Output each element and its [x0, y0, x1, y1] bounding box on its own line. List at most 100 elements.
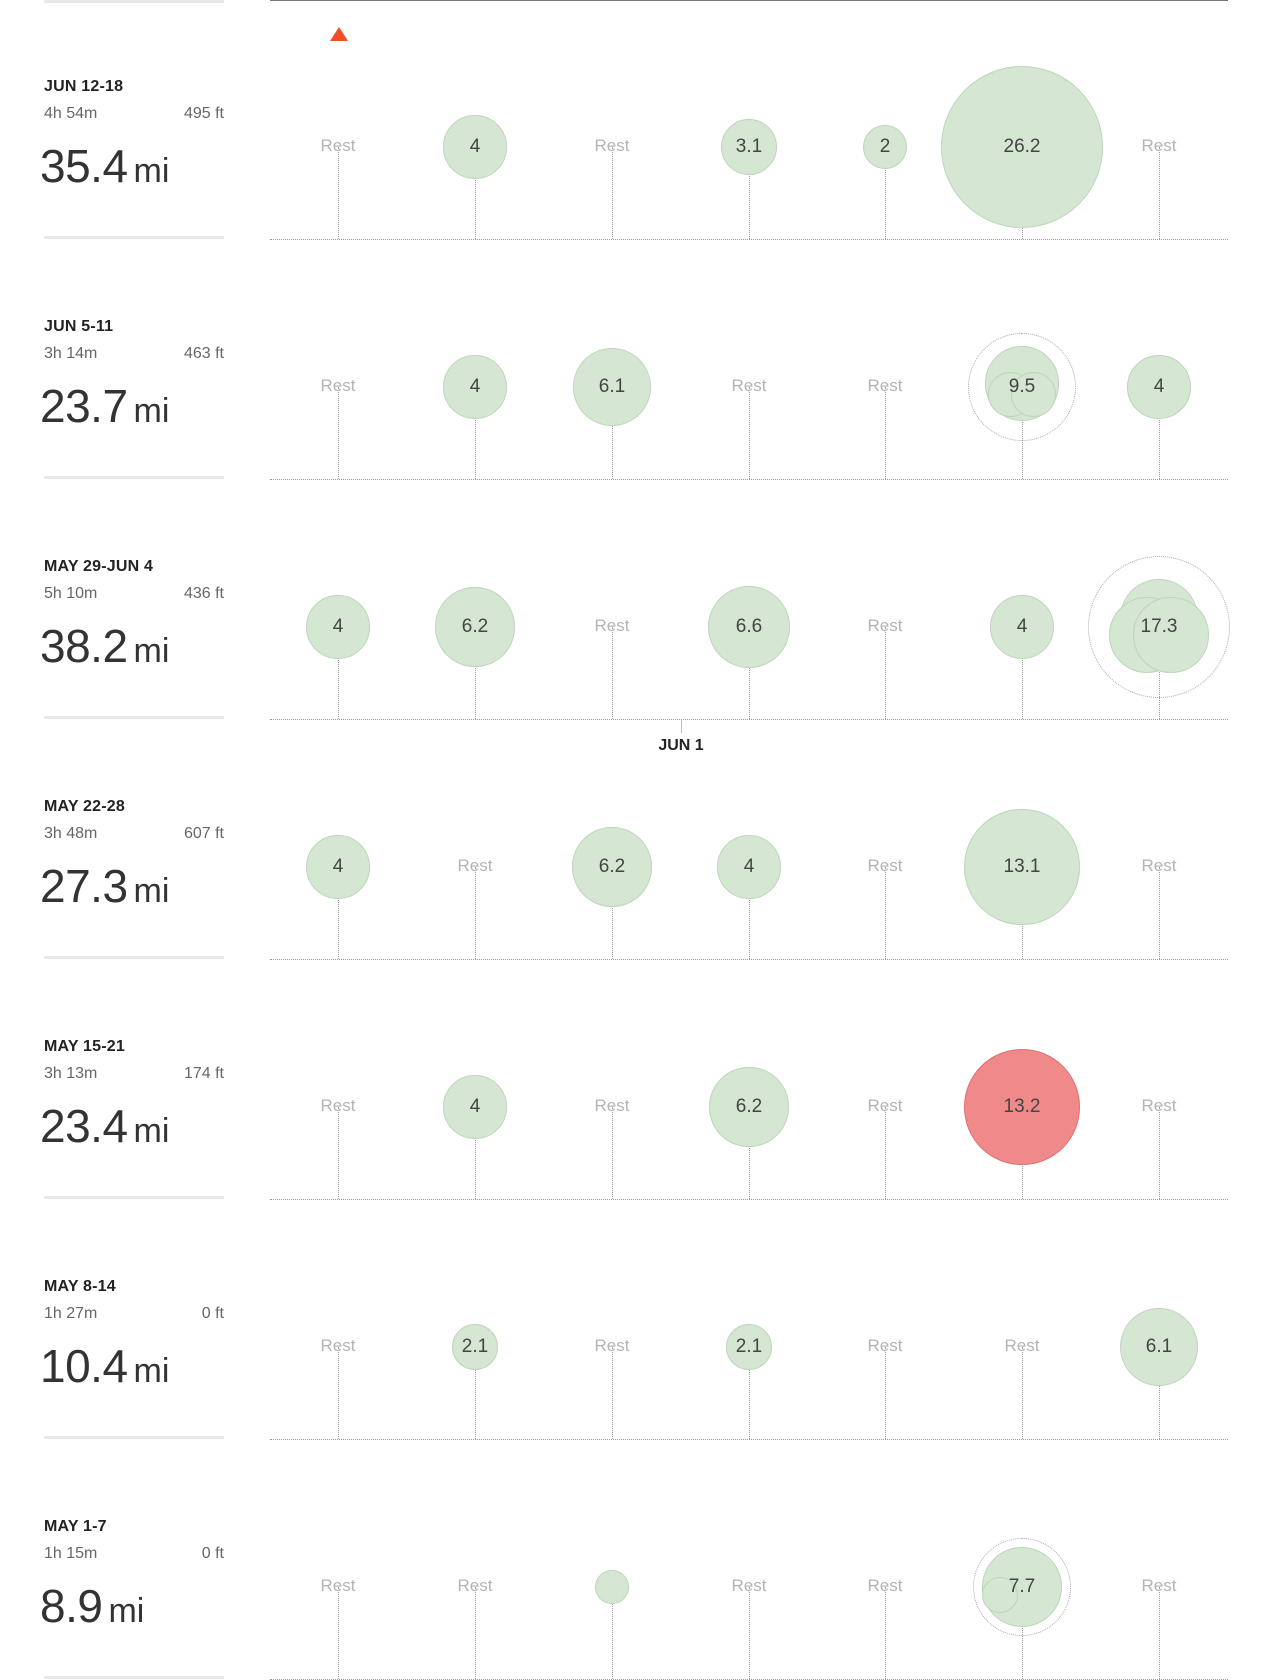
run-bubble[interactable]: [443, 355, 507, 419]
month-marker-label: JUN 1: [658, 737, 704, 754]
day-stem: [612, 147, 613, 239]
rest-day-label: Rest: [594, 616, 630, 635]
run-bubble[interactable]: [981, 1576, 1019, 1613]
run-bubble[interactable]: [721, 119, 777, 175]
day-stem: [885, 867, 886, 959]
run-bubble[interactable]: [572, 827, 652, 907]
day-stem: [338, 147, 339, 239]
run-distance-label: 4: [332, 856, 344, 877]
distance-unit: mi: [133, 872, 170, 910]
highlighted-run-bubble[interactable]: [964, 1049, 1080, 1165]
run-distance-label: 6.2: [598, 856, 626, 877]
rest-day-label: Rest: [731, 1576, 767, 1595]
week-total-miles: 38.2: [40, 620, 128, 672]
run-bubble[interactable]: [717, 835, 781, 899]
rest-day-label: Rest: [867, 616, 903, 635]
week-row[interactable]: MAY 15-21 3h 13m 174 ft 23.4 mi Rest 4 Rest…: [0, 960, 1282, 1200]
day-stem: [749, 147, 750, 239]
week-duration: 1h 27m: [44, 1305, 98, 1322]
rest-day-label: Rest: [1141, 1096, 1177, 1115]
run-distance-label: 4: [1016, 616, 1028, 637]
day-stem: [475, 1587, 476, 1679]
run-bubble[interactable]: [862, 124, 908, 170]
week-row[interactable]: MAY 1-7 1h 15m 0 ft 8.9 mi Rest Rest Rest Re…: [0, 1440, 1282, 1680]
week-duration: 5h 10m: [44, 585, 98, 602]
month-marker-tick: [681, 720, 682, 733]
summary-rule: [44, 716, 224, 719]
run-bubble[interactable]: [940, 65, 1104, 229]
top-summary-rule: [44, 0, 224, 3]
run-bubble[interactable]: [451, 1323, 499, 1371]
rest-day-label: Rest: [1141, 1576, 1177, 1595]
day-stem: [475, 867, 476, 959]
week-summary: JUN 12-18 4h 54m 495 ft 35.4 mi: [40, 0, 224, 240]
top-axis-rule: [270, 0, 1228, 1]
run-bubble[interactable]: [443, 115, 507, 179]
day-stem: [475, 387, 476, 479]
week-summary: MAY 8-14 1h 27m 0 ft 10.4 mi: [40, 1200, 224, 1440]
run-bubble[interactable]: [990, 595, 1054, 659]
day-stem: [885, 627, 886, 719]
week-day-plot: Rest 2.1 Rest 2.1 Rest Rest 6.1: [270, 1200, 1228, 1440]
day-stem: [475, 147, 476, 239]
run-bubble[interactable]: [1127, 355, 1191, 419]
run-distance-label: 6.2: [735, 1096, 763, 1117]
week-total-distance: 23.7 mi: [40, 383, 169, 429]
rest-day-label: Rest: [320, 1336, 356, 1355]
rest-day-label: Rest: [320, 136, 356, 155]
day-stem: [1159, 1587, 1160, 1679]
week-day-plot: Rest 4 Rest 6.2 Rest 13.2 Rest: [270, 960, 1228, 1200]
distance-unit: mi: [133, 152, 170, 190]
run-bubble[interactable]: [435, 587, 515, 667]
run-bubble[interactable]: [443, 1075, 507, 1139]
day-stem: [1159, 147, 1160, 239]
day-stem: [1159, 387, 1160, 479]
rest-day-label: Rest: [1141, 856, 1177, 875]
run-bubble[interactable]: [306, 835, 370, 899]
run-bubble[interactable]: [1119, 1307, 1199, 1387]
week-baseline: [270, 239, 1228, 240]
run-bubble[interactable]: [964, 809, 1080, 925]
multi-run-ring: [1087, 555, 1231, 699]
week-total-distance: 23.4 mi: [40, 1103, 169, 1149]
week-row[interactable]: JUN 5-11 3h 14m 463 ft 23.7 mi Rest 4 6.1 Re…: [0, 240, 1282, 480]
week-row[interactable]: JUN 12-18 4h 54m 495 ft 35.4 mi Rest 4 Rest…: [0, 0, 1282, 240]
run-bubble[interactable]: [1010, 371, 1056, 417]
run-bubble[interactable]: [572, 347, 652, 427]
run-bubble[interactable]: [594, 1569, 630, 1605]
week-row[interactable]: MAY 29-JUN 4 5h 10m 436 ft 38.2 mi 4 6.2 Re…: [0, 480, 1282, 720]
day-stem: [612, 1347, 613, 1439]
day-stem: [885, 147, 886, 239]
rest-day-label: Rest: [867, 376, 903, 395]
week-row[interactable]: MAY 22-28 3h 48m 607 ft 27.3 mi 4 Rest 6.2 4…: [0, 720, 1282, 960]
day-stem: [749, 1107, 750, 1199]
week-baseline: [270, 1439, 1228, 1440]
day-stem: [1159, 1347, 1160, 1439]
day-stem: [749, 627, 750, 719]
week-total-distance: 35.4 mi: [40, 143, 169, 189]
run-bubble[interactable]: [306, 595, 370, 659]
triangle-up-icon: [330, 27, 348, 41]
rest-day-label: Rest: [320, 376, 356, 395]
day-stem: [475, 1107, 476, 1199]
rest-day-label: Rest: [867, 1576, 903, 1595]
run-bubble[interactable]: [708, 586, 790, 668]
day-stem: [1159, 1107, 1160, 1199]
run-bubble[interactable]: [1133, 597, 1209, 673]
run-bubble[interactable]: [725, 1323, 773, 1371]
day-stem: [885, 1347, 886, 1439]
run-distance-label: 6.1: [1145, 1336, 1173, 1357]
rest-day-label: Rest: [320, 1576, 356, 1595]
day-stem: [749, 1587, 750, 1679]
week-day-plot: Rest 4 6.1 Rest Rest 9.5 4: [270, 240, 1228, 480]
summary-rule: [44, 1436, 224, 1439]
day-stem: [338, 1347, 339, 1439]
week-summary: MAY 1-7 1h 15m 0 ft 8.9 mi: [40, 1440, 224, 1680]
week-elevation: 0 ft: [201, 1305, 224, 1322]
week-range-label: MAY 8-14: [44, 1278, 116, 1295]
run-distance-label: 4: [332, 616, 344, 637]
week-range-label: MAY 1-7: [44, 1518, 107, 1535]
distance-unit: mi: [133, 1352, 170, 1390]
week-row[interactable]: MAY 8-14 1h 27m 0 ft 10.4 mi Rest 2.1 Rest 2…: [0, 1200, 1282, 1440]
run-bubble[interactable]: [709, 1067, 789, 1147]
